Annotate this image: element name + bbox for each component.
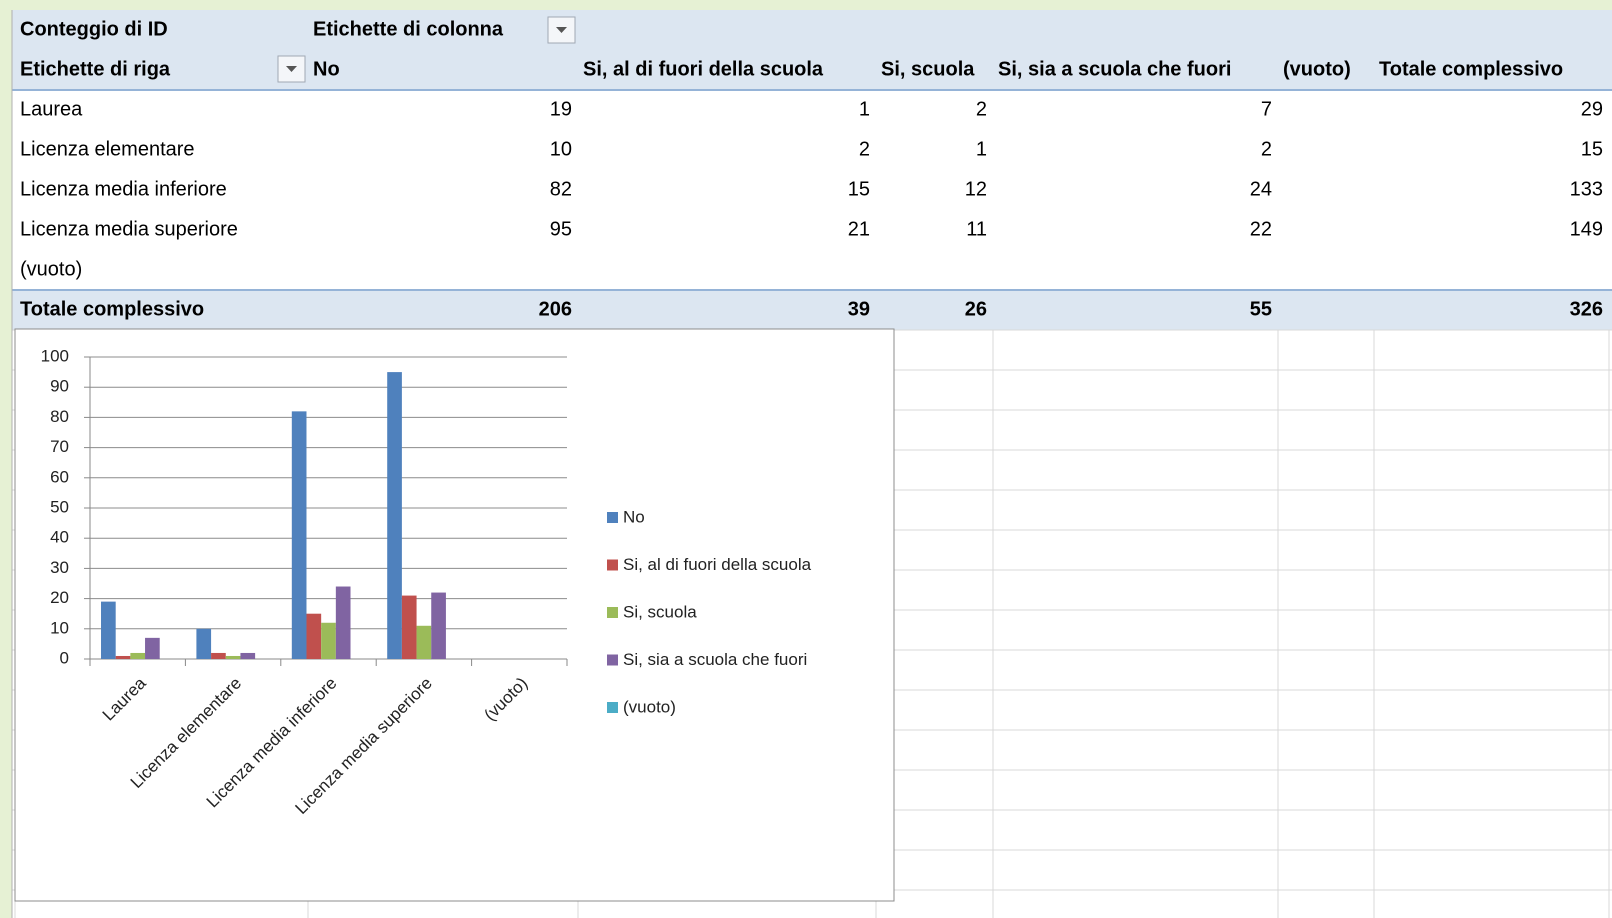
cell-value: 55 (1250, 298, 1272, 320)
y-tick-label: 40 (50, 528, 69, 547)
dropdown[interactable] (277, 55, 306, 83)
cell-value: 326 (1570, 298, 1603, 320)
y-tick-label: 10 (50, 618, 69, 637)
cell-value: 2 (1261, 138, 1272, 160)
row-label: Licenza elementare (20, 138, 195, 160)
legend-label: Si, sia a scuola che fuori (623, 650, 807, 669)
y-tick-label: 70 (50, 437, 69, 456)
bar (240, 652, 256, 659)
cell-value: 2 (976, 98, 987, 120)
y-tick-label: 80 (50, 407, 69, 426)
bar (145, 637, 160, 659)
cell-value: 2 (859, 138, 870, 160)
cell-value: 82 (550, 178, 572, 200)
y-tick-label: 100 (41, 346, 69, 365)
bar (115, 655, 131, 659)
cell-value: 21 (848, 218, 870, 240)
y-tick-label: 20 (50, 588, 69, 607)
chart-frame (14, 328, 895, 902)
cell-value: 95 (550, 218, 572, 240)
row-label: Laurea (20, 98, 83, 120)
cell-value: 206 (539, 298, 572, 320)
row-label: Licenza media superiore (20, 218, 238, 240)
column-header: No (313, 58, 340, 80)
row-field: Etichette di riga (20, 58, 171, 80)
legend-label: Si, al di fuori della scuola (623, 555, 812, 574)
bar (196, 628, 212, 659)
cell-value: 7 (1261, 98, 1272, 120)
cell-value: 15 (1581, 138, 1603, 160)
dropdown[interactable] (547, 16, 576, 44)
cell-value: 149 (1570, 218, 1603, 240)
cell-value: 15 (848, 178, 870, 200)
bar (130, 652, 146, 659)
pivot-table: No Si, al di fuori della scuola Si, scuola… (20, 58, 1603, 320)
bar (211, 652, 226, 659)
legend-label: No (623, 507, 645, 526)
y-tick-label: 50 (50, 497, 69, 516)
column-field: Etichette di colonna (313, 18, 504, 40)
cell-value: 26 (965, 298, 987, 320)
column-header: (vuoto) (1283, 58, 1351, 80)
column-header: Si, sia a scuola che fuori (998, 58, 1231, 80)
legend-swatch (607, 559, 618, 571)
row-label: (vuoto) (20, 258, 82, 280)
y-tick-label: 0 (60, 648, 69, 667)
bar (225, 655, 241, 659)
legend-label: (vuoto) (623, 697, 676, 716)
bar (306, 613, 322, 659)
row-label: Licenza media inferiore (20, 178, 227, 200)
y-tick-label: 90 (50, 377, 69, 396)
bar (335, 586, 351, 659)
y-tick-label: 30 (50, 558, 69, 577)
bar (321, 622, 336, 659)
bar (416, 625, 432, 659)
dropdown-arrow (286, 66, 297, 72)
bar (291, 411, 307, 659)
column-header: Si, scuola (881, 58, 975, 80)
corner-label: Conteggio di ID (20, 18, 168, 40)
cell-value: 22 (1250, 218, 1272, 240)
legend-swatch (607, 654, 618, 666)
cell-value: 133 (1570, 178, 1603, 200)
y-tick-label: 60 (50, 467, 69, 486)
legend-swatch (607, 702, 618, 713)
bar (387, 372, 402, 659)
cell-value: 29 (1581, 98, 1603, 120)
dropdown-arrow (556, 27, 567, 33)
bar (431, 592, 446, 659)
legend-swatch (607, 607, 618, 618)
cell-value: 1 (976, 138, 987, 160)
cell-value: 19 (550, 98, 572, 120)
legend-label: Si, scuola (623, 602, 697, 621)
cell-value: 12 (965, 178, 987, 200)
cell-value: 39 (848, 298, 870, 320)
cell-value: 10 (550, 138, 572, 160)
column-header: Si, al di fuori della scuola (583, 58, 824, 80)
column-header: Totale complessivo (1379, 58, 1563, 80)
bar (401, 595, 417, 659)
cell-value: 1 (859, 98, 870, 120)
row-label: Totale complessivo (20, 298, 204, 320)
cell-value: 11 (966, 218, 987, 240)
legend-swatch (607, 512, 618, 523)
total-band (12, 290, 1612, 330)
bar (101, 601, 116, 659)
cell-value: 24 (1250, 178, 1272, 200)
